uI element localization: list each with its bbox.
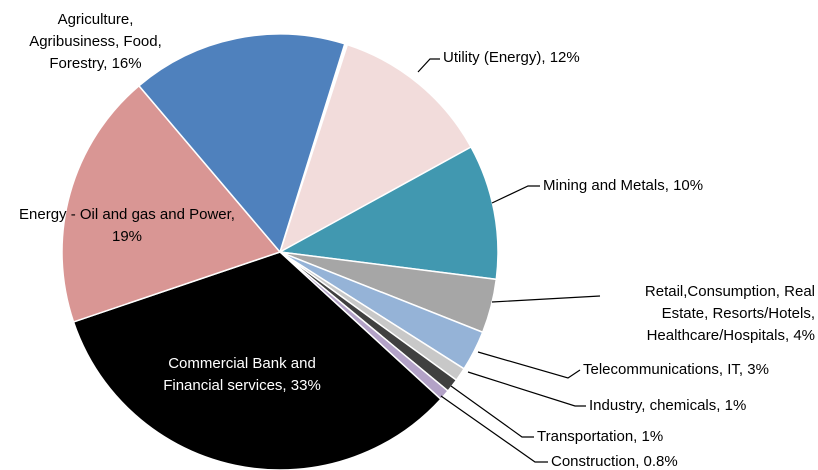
leader-line <box>477 351 581 379</box>
category-name: Mining and Metals, <box>543 177 669 194</box>
leader-line <box>467 371 586 407</box>
category-name: Industry, chemicals, <box>589 397 721 414</box>
pie-slice <box>72 251 442 470</box>
category-name: Transportation, <box>537 428 638 445</box>
pie-slice <box>61 84 282 323</box>
pie-slice <box>278 43 473 254</box>
value-label: 33% <box>290 377 321 394</box>
leader-line <box>417 58 440 73</box>
category-name: Commercial Bank and Financial services, <box>163 355 316 394</box>
slice-label: Construction, 0.8% <box>551 451 678 470</box>
value-label: 1% <box>641 428 664 445</box>
category-name: Telecommunications, IT, <box>583 361 744 378</box>
value-label: 4% <box>793 327 815 344</box>
pie-slice <box>137 33 346 254</box>
value-label: 16% <box>111 55 142 72</box>
leader-line <box>440 395 548 463</box>
value-label: 3% <box>747 361 769 378</box>
value-label: 19% <box>111 228 143 245</box>
slice-label: Telecommunications, IT, 3% <box>583 359 769 381</box>
pie-slice <box>277 145 499 281</box>
slice-label: Transportation, 1% <box>537 426 663 448</box>
category-name: Retail,Consumption, Real Estate, Resorts… <box>644 283 815 344</box>
category-name: Energy - Oil and gas and Power, <box>19 206 235 223</box>
leader-line <box>491 295 601 303</box>
category-name: Construction, <box>551 453 640 470</box>
leader-line <box>491 185 540 204</box>
slice-label: Energy - Oil and gas and Power, 19% <box>17 204 237 248</box>
slice-label: Industry, chemicals, 1% <box>589 395 746 417</box>
value-label: 12% <box>549 49 580 66</box>
slice-label: Commercial Bank and Financial services, … <box>147 353 337 397</box>
leader-line <box>450 385 534 438</box>
value-label: 0.8% <box>643 453 678 470</box>
value-label: 1% <box>724 397 747 414</box>
slice-label: Utility (Energy), 12% <box>443 47 580 69</box>
value-label: 10% <box>673 177 704 194</box>
category-name: Agriculture, Agribusiness, Food, Forestr… <box>29 11 162 72</box>
slice-label: Retail,Consumption, Real Estate, Resorts… <box>625 281 815 347</box>
slice-label: Mining and Metals, 10% <box>543 175 703 197</box>
slice-label: Agriculture, Agribusiness, Food, Forestr… <box>18 9 173 75</box>
category-name: Utility (Energy), <box>443 49 546 66</box>
